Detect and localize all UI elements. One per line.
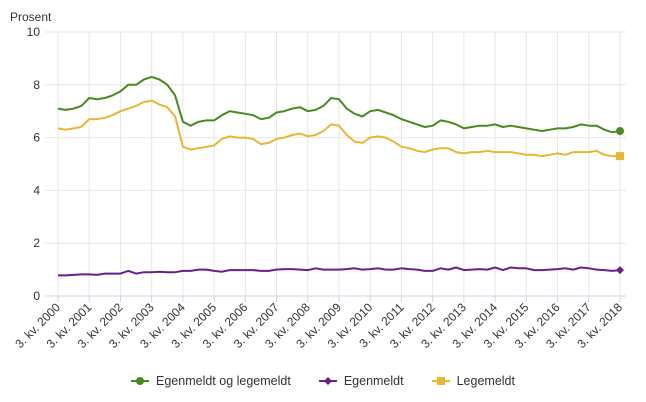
- legend-item-legemeldt[interactable]: Legemeldt: [431, 374, 515, 388]
- legend-label: Egenmeldt og legemeldt: [156, 374, 291, 388]
- series-line: [57, 75, 621, 134]
- y-tick-label: 2: [33, 236, 40, 250]
- y-axis-label: Prosent: [10, 10, 52, 24]
- legend-label: Legemeldt: [456, 374, 515, 388]
- end-point-marker: [616, 127, 624, 135]
- y-tick-label: 10: [27, 25, 41, 39]
- end-point-marker: [616, 152, 624, 161]
- legend: Egenmeldt og legemeldt Egenmeldt Legemel…: [0, 374, 646, 388]
- legend-square-icon: [431, 377, 450, 385]
- legend-circle-icon: [131, 377, 150, 385]
- y-tick-label: 4: [33, 183, 40, 197]
- gridlines: [45, 31, 626, 302]
- legend-item-total[interactable]: Egenmeldt og legemeldt: [131, 374, 291, 388]
- legend-label: Egenmeldt: [343, 374, 404, 388]
- series-line: [58, 266, 621, 277]
- y-tick-labels: 0 2 4 6 8 10: [27, 25, 41, 303]
- y-tick-label: 8: [33, 78, 40, 92]
- legend-item-egenmeldt[interactable]: Egenmeldt: [318, 374, 404, 388]
- y-tick-label: 6: [33, 131, 40, 145]
- y-tick-label: 0: [33, 289, 40, 303]
- series-line: [57, 99, 620, 158]
- end-point-marker: [616, 266, 624, 275]
- series-lines: [57, 75, 624, 277]
- legend-diamond-icon: [318, 377, 337, 385]
